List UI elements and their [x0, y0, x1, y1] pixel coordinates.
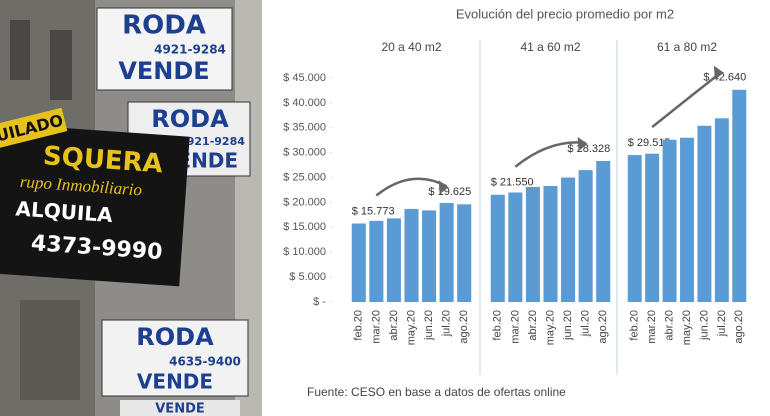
value-label: $ 28.328 — [567, 143, 610, 155]
trend-arrowhead — [438, 180, 449, 195]
sign — [0, 123, 190, 287]
x-tick-label: mar.20 — [646, 310, 658, 344]
x-tick-label: jun.20 — [423, 310, 435, 341]
x-tick-label: jun.20 — [562, 310, 574, 341]
value-label: $ 29.515 — [628, 137, 671, 149]
x-tick-label: jul.20 — [441, 310, 453, 337]
bar — [578, 170, 593, 302]
x-tick-label: ago.20 — [458, 310, 470, 344]
x-tick-label: abr.20 — [527, 310, 539, 341]
bar — [543, 186, 558, 302]
trend-arrowhead — [577, 136, 588, 151]
bar — [680, 137, 694, 302]
bar — [732, 89, 747, 302]
bar — [457, 204, 472, 302]
x-tick-label: may.20 — [405, 310, 417, 345]
chart: Evolución del precio promedio por m2 Fue… — [283, 6, 747, 399]
bar — [561, 177, 576, 302]
sign-text: VENDE — [118, 57, 209, 85]
bar — [422, 210, 437, 302]
x-tick-label: feb.20 — [353, 310, 365, 341]
y-tick-label: $ - — [313, 296, 326, 308]
bar — [351, 223, 366, 302]
bar — [386, 218, 401, 302]
sign — [96, 7, 233, 91]
sign-text: RODA — [122, 11, 206, 41]
sign-text: VENDE — [155, 402, 205, 416]
x-tick-label: abr.20 — [663, 310, 675, 341]
window — [50, 30, 72, 100]
y-tick-label: $ 15.000 — [283, 221, 326, 233]
sign-text: 4921-9284 — [154, 43, 226, 57]
bar — [404, 208, 419, 302]
sign-text: 4921-9284 — [179, 135, 245, 148]
sign-text: RODA — [151, 105, 229, 133]
source: Fuente: CESO en base a datos de ofertas … — [307, 385, 566, 399]
y-tick-label: $ 25.000 — [283, 171, 326, 183]
value-label: $ 42.640 — [703, 72, 746, 84]
bar — [490, 194, 505, 302]
x-tick-label: abr.20 — [388, 310, 400, 341]
trend-arrowhead — [713, 65, 724, 80]
bar — [697, 125, 712, 302]
x-tick-label: may.20 — [544, 310, 556, 345]
bar — [369, 220, 384, 302]
x-tick-label: ago.20 — [597, 310, 609, 344]
tag — [0, 107, 68, 149]
panel-title: 20 a 40 m2 — [381, 40, 441, 54]
window — [10, 20, 30, 80]
panel-title: 41 a 60 m2 — [520, 40, 580, 54]
y-tick-label: $ 20.000 — [283, 196, 326, 208]
chart-title: Evolución del precio promedio por m2 — [456, 6, 674, 21]
sign-group: SQUERA rupo Inmobiliario ALQUILA 4373-99… — [0, 123, 190, 287]
sign-text: 4635-9400 — [169, 355, 241, 369]
panel-title: 61 a 80 m2 — [657, 40, 717, 54]
bar — [439, 202, 454, 302]
bar — [596, 160, 611, 302]
y-tick-label: $ 40.000 — [283, 97, 326, 109]
x-tick-label: feb.20 — [492, 310, 504, 341]
bar — [662, 139, 677, 302]
bar — [525, 187, 540, 302]
y-tick-label: $ 10.000 — [283, 246, 326, 258]
value-label: $ 19.625 — [428, 186, 471, 198]
x-tick-label: jun.20 — [698, 310, 710, 341]
bar — [714, 118, 729, 302]
trend-arrow — [651, 70, 723, 129]
window — [20, 300, 80, 400]
value-label: $ 21.550 — [491, 177, 534, 189]
x-tick-label: feb.20 — [629, 310, 641, 341]
x-tick-label: jul.20 — [716, 310, 728, 337]
sign-text: RODA — [136, 323, 214, 351]
x-tick-label: jul.20 — [580, 310, 592, 337]
bar — [508, 192, 523, 302]
sign-text: VENDE — [137, 370, 213, 394]
x-tick-label: mar.20 — [370, 310, 382, 344]
y-tick-label: $ 45.000 — [283, 72, 326, 84]
sign — [101, 319, 249, 397]
sign — [120, 400, 240, 416]
y-tick-label: $ 35.000 — [283, 122, 326, 134]
photo: RODA 4921-9284 VENDE RODA 4921-9284 VEND… — [0, 0, 262, 416]
y-tick-label: $ 30.000 — [283, 147, 326, 159]
x-tick-label: mar.20 — [509, 310, 521, 344]
x-tick-label: may.20 — [681, 310, 693, 345]
bar — [627, 155, 642, 302]
bar — [645, 153, 660, 302]
value-label: $ 15.773 — [352, 205, 395, 217]
x-tick-label: ago.20 — [733, 310, 745, 344]
y-tick-label: $ 5.000 — [289, 271, 326, 283]
